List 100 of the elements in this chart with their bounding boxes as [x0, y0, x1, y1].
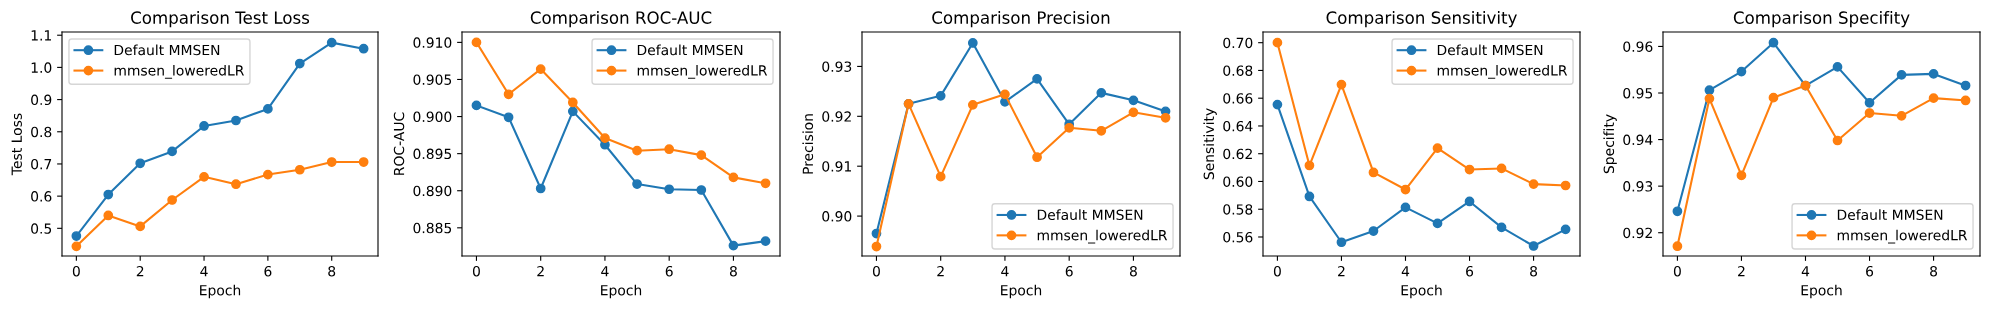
legend-label: Default MMSEN: [1037, 209, 1143, 221]
x-tick-label: 4: [1001, 266, 1009, 277]
y-tick-label: 0.68: [1223, 65, 1253, 76]
point: [1960, 80, 1971, 91]
point: [503, 89, 514, 100]
point: [1736, 170, 1747, 181]
y-tick-label: 1.0: [31, 62, 52, 73]
point: [1464, 196, 1475, 207]
x-tick-label: 4: [601, 266, 609, 277]
y-tick-label: 0.58: [1223, 204, 1253, 215]
point: [1160, 112, 1171, 123]
x-axis-title: Epoch: [200, 284, 241, 299]
point: [1336, 237, 1347, 248]
chart-title: Comparison Specifity: [1733, 11, 1910, 28]
point: [1928, 69, 1939, 79]
y-tick-label: 1.1: [31, 30, 51, 41]
x-tick-label: 8: [1530, 265, 1538, 277]
point: [1672, 241, 1683, 252]
point: [167, 195, 177, 205]
point: [1304, 160, 1315, 171]
point: [1464, 164, 1475, 175]
y-axis-title: Specifity: [1603, 114, 1617, 174]
point: [1832, 135, 1843, 146]
point: [1928, 93, 1939, 103]
point: [71, 231, 82, 241]
y-tick-label: 0.9: [31, 94, 52, 106]
y-tick-label: 0.895: [413, 148, 452, 160]
point: [1864, 97, 1875, 108]
point: [1128, 95, 1139, 106]
point: [1768, 92, 1779, 103]
point: [326, 37, 337, 48]
chart-title: Comparison Sensitivity: [1326, 11, 1517, 28]
point: [1560, 224, 1571, 235]
point: [567, 106, 578, 117]
point: [135, 221, 146, 232]
point: [696, 185, 707, 195]
x-tick-label: 6: [1466, 265, 1474, 277]
point: [231, 115, 241, 126]
point: [632, 179, 642, 189]
point: [1768, 37, 1779, 48]
y-tick-label: 0.93: [822, 61, 852, 72]
point: [1400, 184, 1411, 195]
x-tick-label: 8: [729, 265, 737, 277]
y-tick-label: 0.96: [1623, 41, 1653, 52]
point: [1672, 206, 1683, 217]
x-tick-label: 0: [872, 265, 880, 277]
point: [1704, 85, 1715, 96]
point: [1896, 110, 1907, 121]
y-tick-label: 0.885: [413, 222, 452, 234]
y-tick-label: 0.62: [1223, 148, 1252, 160]
point: [326, 157, 337, 167]
point: [935, 90, 946, 101]
point: [1368, 167, 1379, 178]
x-axis-title: Epoch: [1801, 284, 1842, 299]
point: [103, 189, 114, 200]
y-tick-label: 0.93: [1623, 181, 1653, 192]
point: [1400, 202, 1411, 213]
point: [471, 37, 482, 48]
y-tick-label: 0.70: [1223, 37, 1253, 49]
point: [294, 58, 305, 69]
x-tick-label: 4: [1801, 266, 1810, 277]
y-tick-label: 0.95: [1623, 87, 1653, 99]
point: [871, 241, 882, 252]
y-tick-label: 0.64: [1223, 120, 1253, 132]
x-tick-label: 2: [1338, 265, 1345, 277]
x-tick-label: 0: [472, 265, 480, 277]
point: [263, 169, 273, 180]
point: [199, 121, 209, 131]
x-tick-label: 2: [136, 265, 144, 277]
x-tick-label: 0: [1673, 265, 1681, 277]
x-tick-label: 8: [1129, 265, 1137, 277]
point: [1832, 62, 1843, 72]
x-tick-label: 0: [1273, 265, 1281, 277]
point: [471, 100, 482, 111]
legend-label: mmsen_loweredLR: [1037, 229, 1168, 244]
point: [696, 150, 707, 160]
point: [358, 157, 369, 167]
y-tick-label: 0.7: [31, 158, 52, 170]
point: [1432, 143, 1443, 154]
point: [1128, 107, 1139, 118]
point: [1096, 88, 1107, 98]
point: [760, 178, 771, 189]
point: [294, 164, 305, 175]
point: [1432, 218, 1443, 229]
y-axis-title: Precision: [802, 114, 814, 174]
x-axis-title: Epoch: [1001, 284, 1042, 299]
point: [231, 179, 241, 190]
point: [600, 133, 610, 143]
x-tick-label: 0: [72, 265, 80, 277]
legend-label: Default MMSEN: [114, 44, 220, 56]
point: [263, 104, 273, 114]
x-tick-label: 2: [937, 265, 944, 277]
y-tick-label: 0.92: [1623, 227, 1652, 239]
point: [1736, 66, 1747, 77]
point: [1368, 226, 1379, 236]
point: [632, 145, 642, 156]
chart-title: Comparison Precision: [932, 11, 1110, 28]
point: [664, 144, 675, 155]
point: [1304, 191, 1315, 202]
point: [71, 241, 82, 252]
